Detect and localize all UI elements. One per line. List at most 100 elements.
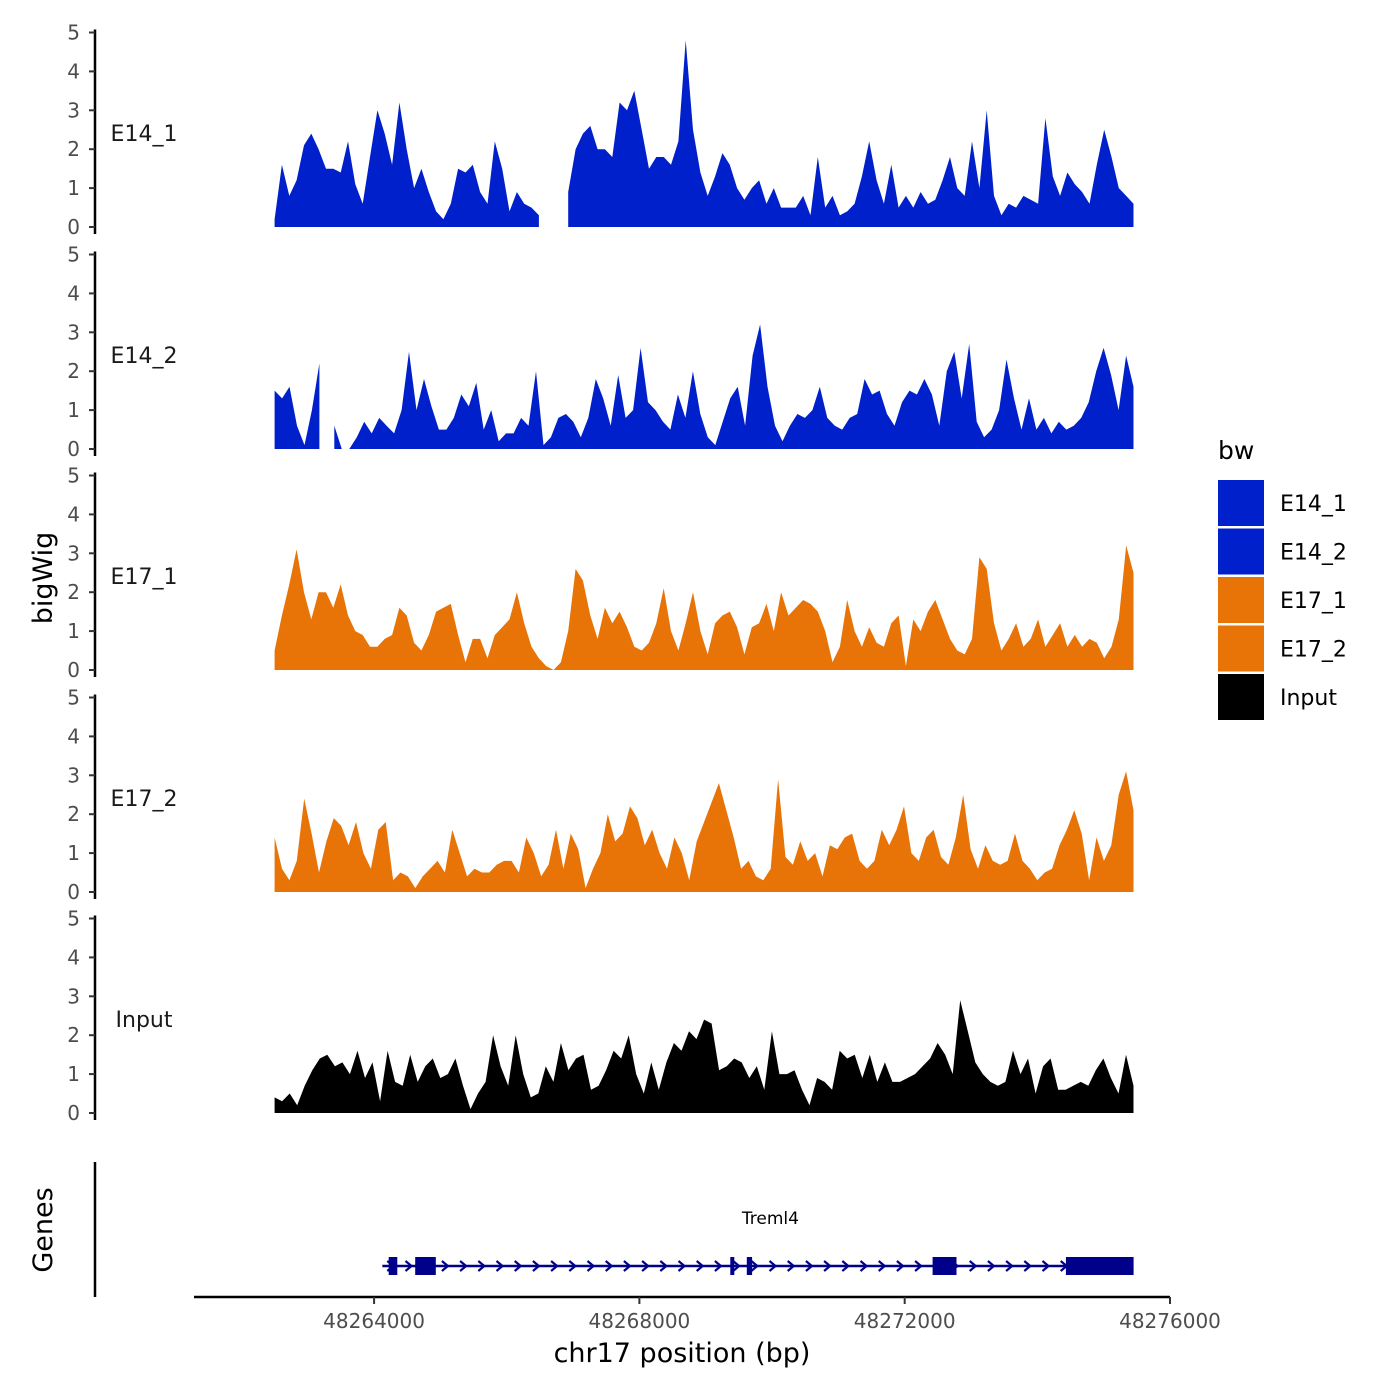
- legend-label: E14_2: [1280, 541, 1347, 566]
- gene-exon: [746, 1257, 753, 1275]
- strand-arrow: [586, 1260, 596, 1272]
- y-tick-label: 4: [67, 59, 80, 83]
- y-tick-label: 3: [67, 541, 80, 565]
- y-tick-label: 5: [67, 21, 80, 45]
- track-input: 0 1 2 3 4 5 Input: [67, 907, 1134, 1125]
- strand-arrow: [1041, 1260, 1051, 1272]
- legend-label: Input: [1280, 686, 1337, 711]
- y-tick-label: 4: [67, 502, 80, 526]
- track-label: E17_1: [111, 565, 178, 590]
- strand-arrow: [677, 1260, 687, 1272]
- y-tick-label: 0: [67, 658, 80, 682]
- x-axis-title: chr17 position (bp): [554, 1338, 811, 1369]
- y-tick-label: 2: [67, 1023, 80, 1047]
- y-tick-label: 5: [67, 907, 80, 931]
- gene-exon: [388, 1257, 398, 1275]
- legend-swatch: [1218, 577, 1264, 623]
- strand-arrow: [877, 1260, 887, 1272]
- y-tick-label: 2: [67, 802, 80, 826]
- y-tick-label: 1: [67, 398, 80, 422]
- y-tick-label: 0: [67, 880, 80, 904]
- coverage-area-e17-1: [274, 545, 1134, 670]
- legend-title: bw: [1218, 436, 1254, 465]
- y-tick-label: 5: [67, 686, 80, 710]
- y-tick-label: 3: [67, 320, 80, 344]
- strand-arrow: [896, 1260, 905, 1272]
- track-e17-1: 0 1 2 3 4 5 E17_1: [67, 464, 1134, 682]
- x-axis: 48264000 48268000 48272000 48276000 chr17 p…: [194, 1295, 1221, 1369]
- coverage-area-e14-1: [568, 40, 1134, 227]
- legend-swatch: [1218, 528, 1264, 575]
- coverage-area-input: [274, 1000, 1134, 1113]
- strand-arrow: [495, 1260, 505, 1272]
- strand-arrow: [987, 1260, 996, 1272]
- strand-arrow: [459, 1260, 468, 1272]
- legend-label: E14_1: [1280, 492, 1347, 517]
- strand-arrow: [623, 1260, 632, 1272]
- strand-arrow: [968, 1260, 978, 1272]
- y-tick-label: 1: [67, 176, 80, 200]
- track-label: E14_1: [111, 122, 178, 147]
- coverage-area-e17-2: [274, 771, 1134, 892]
- strand-arrow: [659, 1260, 669, 1272]
- strand-arrow: [604, 1260, 614, 1272]
- y-tick-label: 4: [67, 281, 80, 305]
- strand-arrow: [768, 1260, 778, 1272]
- y-tick-label: 2: [67, 137, 80, 161]
- y-tick-label: 3: [67, 98, 80, 122]
- y-tick-label: 3: [67, 984, 80, 1008]
- legend: bw E14_1 E14_2 E17_1 E17_2 Input: [1218, 436, 1347, 720]
- strand-arrow: [532, 1260, 541, 1272]
- strand-arrow: [914, 1260, 923, 1272]
- gene-exon: [932, 1257, 957, 1275]
- y-tick-label: 2: [67, 359, 80, 383]
- strand-arrow: [750, 1260, 760, 1272]
- y-tick-label: 1: [67, 619, 80, 643]
- legend-label: E17_1: [1280, 589, 1347, 614]
- strand-arrow: [859, 1260, 869, 1272]
- strand-arrow: [441, 1260, 450, 1272]
- strand-arrow: [805, 1260, 814, 1272]
- y-tick-label: 5: [67, 464, 80, 488]
- strand-arrow: [786, 1260, 796, 1272]
- y-tick-label: 0: [67, 215, 80, 239]
- gene-exon: [415, 1257, 436, 1275]
- legend-swatch: [1218, 480, 1264, 526]
- track-label: Input: [116, 1008, 173, 1033]
- coverage-tracks: 0 1 2 3 4 5 E14_1 0 1 2 3 4 5 E14_2 0 1 2 3 4 5 E17_1 0 1 2 3 4 5 E…: [67, 21, 1134, 1125]
- y-tick-label: 3: [67, 763, 80, 787]
- strand-arrow: [568, 1260, 578, 1272]
- x-tick-label: 48276000: [1119, 1309, 1221, 1333]
- coverage-area-e14-1: [274, 102, 539, 227]
- track-e14-1: 0 1 2 3 4 5 E14_1: [67, 21, 1134, 239]
- strand-arrow: [695, 1260, 705, 1272]
- coverage-area-e14-2: [334, 324, 1134, 449]
- strand-arrow: [732, 1260, 741, 1272]
- track-label: E14_2: [111, 344, 178, 369]
- strand-arrow: [550, 1260, 559, 1272]
- y-tick-label: 5: [67, 243, 80, 267]
- y-tick-label: 0: [67, 1101, 80, 1125]
- strand-arrow: [1005, 1260, 1014, 1272]
- genes-track: Genes Treml4: [28, 1162, 1134, 1297]
- legend-swatch: [1218, 674, 1264, 720]
- y-axis-title: bigWig: [28, 532, 59, 625]
- x-tick-label: 48264000: [323, 1309, 425, 1333]
- strand-arrow: [404, 1260, 414, 1272]
- coverage-area-e14-2: [274, 363, 320, 449]
- legend-swatch: [1218, 625, 1264, 672]
- strand-arrow: [1023, 1260, 1033, 1272]
- strand-arrow: [477, 1260, 487, 1272]
- gene-exon: [730, 1257, 735, 1275]
- strand-arrow: [823, 1260, 832, 1272]
- gene-model: [382, 1257, 1134, 1275]
- x-tick-label: 48268000: [588, 1309, 690, 1333]
- track-e17-2: 0 1 2 3 4 5 E17_2: [67, 686, 1134, 904]
- y-tick-label: 1: [67, 1062, 80, 1086]
- y-tick-label: 4: [67, 724, 80, 748]
- y-tick-label: 1: [67, 841, 80, 865]
- x-tick-label: 48272000: [854, 1309, 956, 1333]
- y-tick-label: 2: [67, 580, 80, 604]
- gene-exon: [1065, 1257, 1134, 1275]
